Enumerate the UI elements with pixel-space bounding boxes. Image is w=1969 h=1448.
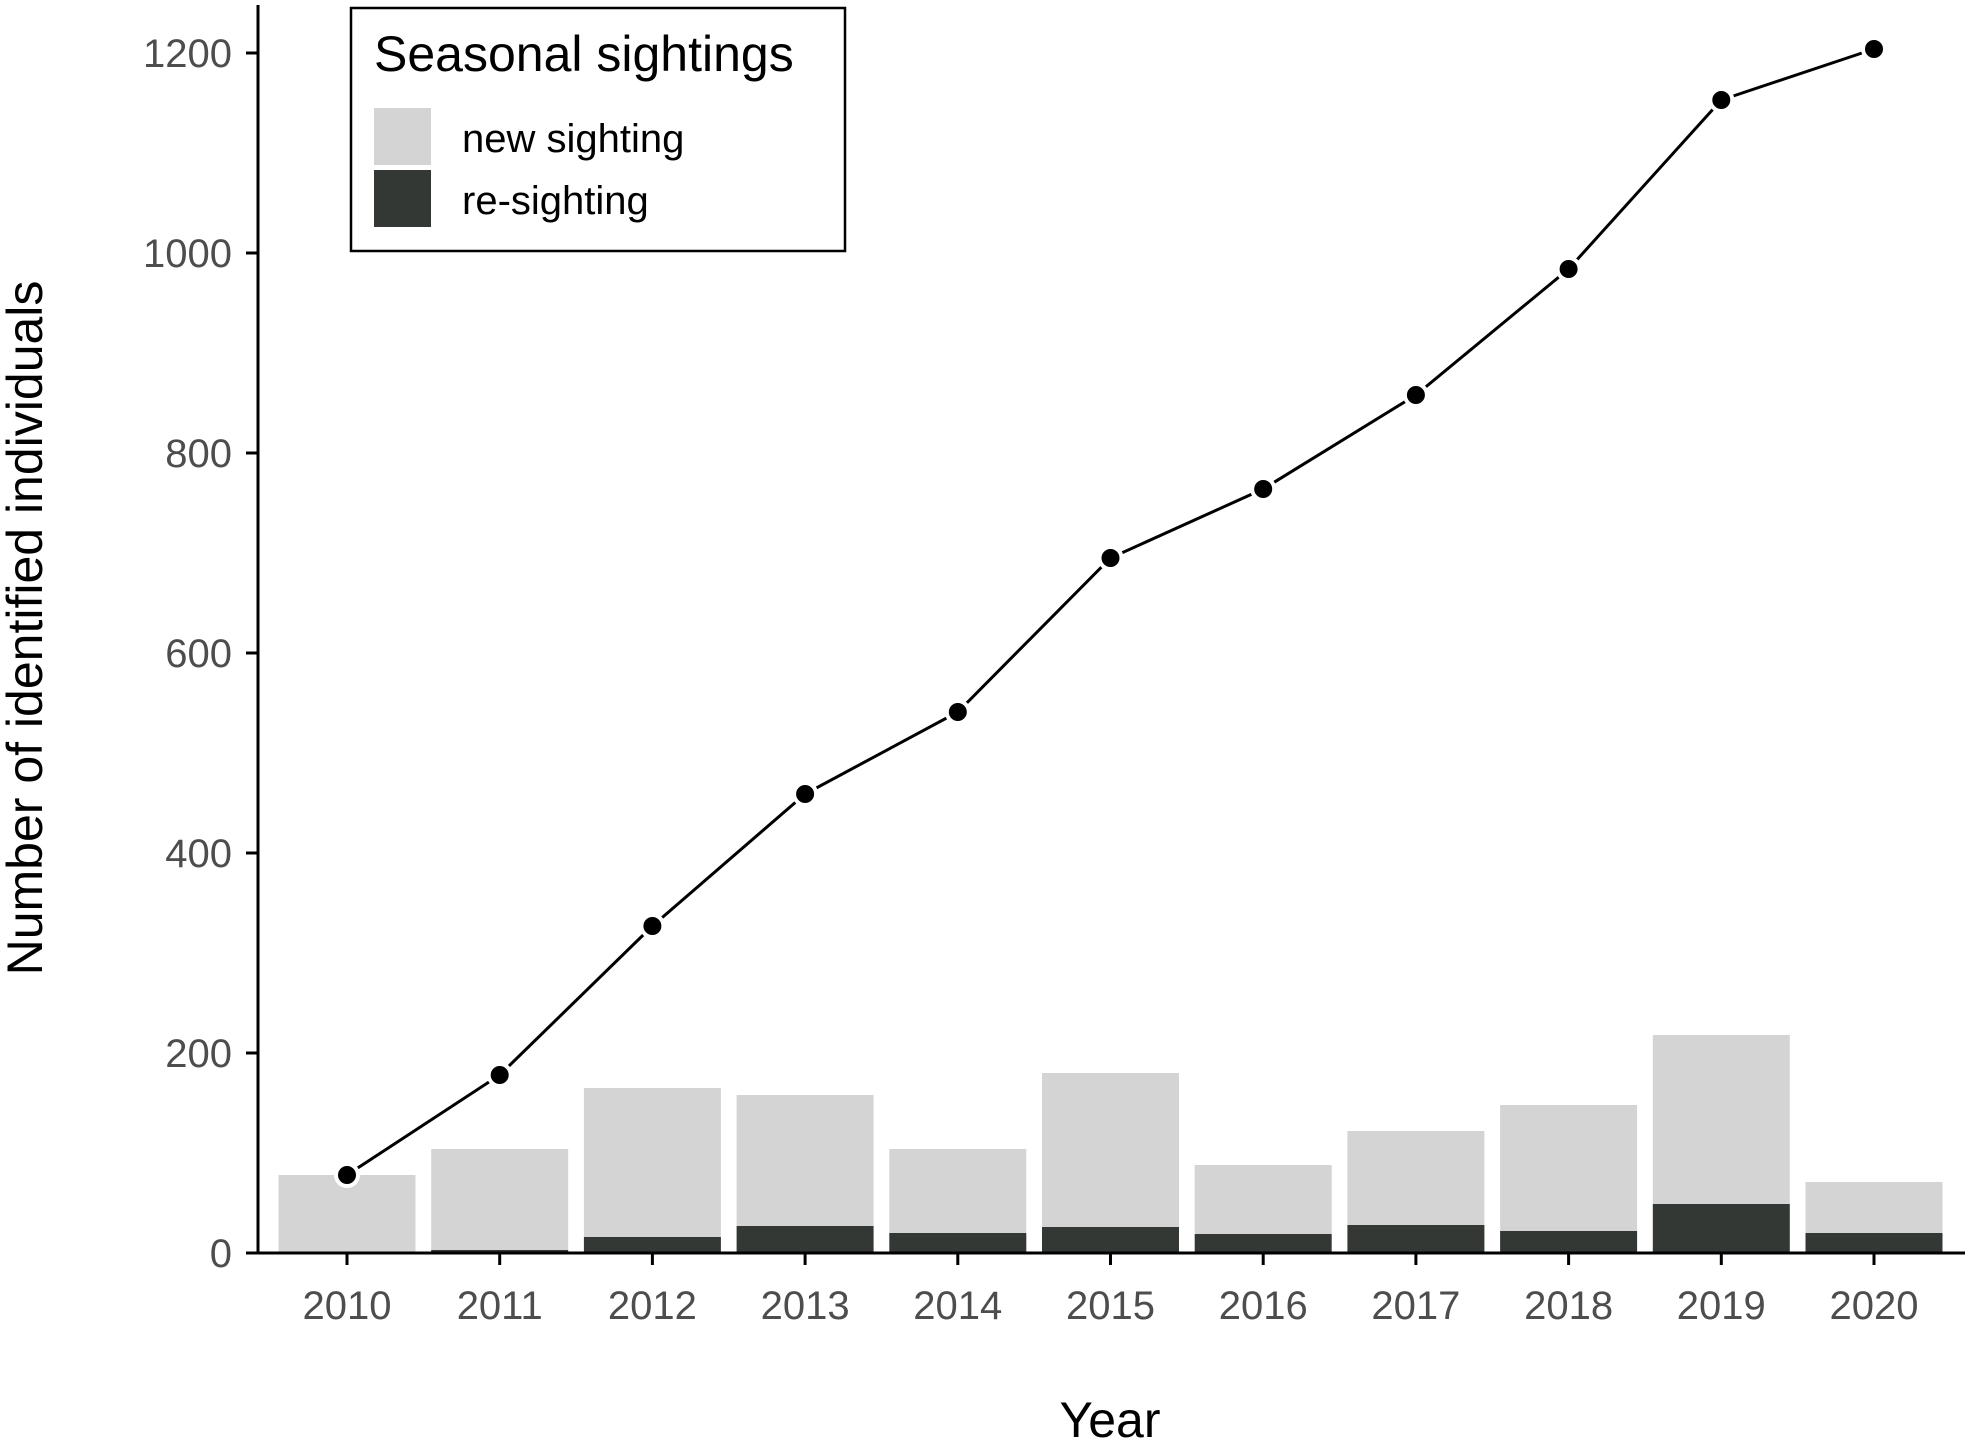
bar-new-sighting-2011 (431, 1149, 569, 1250)
y-tick-label-200: 200 (165, 1032, 232, 1076)
bar-re-sighting-2014 (889, 1233, 1027, 1253)
legend-label-re-sighting: re-sighting (462, 179, 649, 223)
legend-title: Seasonal sightings (374, 26, 794, 82)
line-point-2020 (1861, 36, 1887, 62)
legend-box (349, 6, 847, 253)
y-tick-label-600: 600 (165, 632, 232, 676)
line-point-2010 (334, 1162, 360, 1188)
bar-new-sighting-2018 (1500, 1105, 1638, 1231)
bar-new-sighting-2020 (1805, 1182, 1943, 1233)
x-tick-label-2019: 2019 (1677, 1284, 1766, 1328)
line-point-2017 (1402, 382, 1429, 408)
line-point-2012 (639, 913, 666, 939)
axes-layer: 0 200 400 600 800 1000 1200 2010 2011 2012 2013 201… (143, 5, 1965, 1328)
bar-re-sighting-2018 (1500, 1231, 1638, 1253)
x-tick-label-2014: 2014 (913, 1284, 1002, 1328)
line-point-2014 (944, 699, 971, 725)
bar-re-sighting-2020 (1805, 1233, 1943, 1253)
x-tick-label-2011: 2011 (457, 1284, 543, 1328)
x-tick-label-2020: 2020 (1830, 1284, 1919, 1328)
line-point-2016 (1250, 476, 1277, 502)
bar-re-sighting-2019 (1652, 1204, 1790, 1253)
bar-new-sighting-2012 (583, 1088, 721, 1237)
bar-re-sighting-2016 (1194, 1234, 1332, 1253)
x-axis-title: Year (1059, 1392, 1160, 1443)
bar-new-sighting-2014 (889, 1149, 1027, 1233)
y-tick-label-1200: 1200 (143, 32, 232, 76)
bar-new-sighting-2013 (736, 1095, 874, 1226)
bar-re-sighting-2015 (1042, 1227, 1179, 1253)
y-tick-label-1000: 1000 (143, 232, 232, 276)
y-tick-label-400: 400 (165, 832, 232, 876)
line-point-2018 (1555, 256, 1582, 282)
bars-layer (278, 1035, 1943, 1253)
legend-swatch-new-sighting (374, 108, 431, 165)
line-point-2013 (792, 781, 819, 807)
x-tick-label-2017: 2017 (1371, 1284, 1460, 1328)
line-layer (334, 36, 1887, 1188)
y-tick-label-800: 800 (165, 432, 232, 476)
legend-swatch-re-sighting (374, 170, 431, 227)
legend: Seasonal sightings new sighting re-sight… (349, 6, 847, 253)
bar-re-sighting-2013 (736, 1226, 874, 1253)
x-tick-label-2016: 2016 (1219, 1284, 1308, 1328)
x-tick-label-2015: 2015 (1066, 1284, 1155, 1328)
x-tick-label-2013: 2013 (761, 1284, 850, 1328)
bar-new-sighting-2019 (1652, 1035, 1790, 1204)
bar-new-sighting-2017 (1347, 1131, 1485, 1225)
x-tick-label-2018: 2018 (1524, 1284, 1613, 1328)
x-tick-label-2012: 2012 (608, 1284, 697, 1328)
bar-new-sighting-2015 (1042, 1073, 1179, 1227)
bar-new-sighting-2016 (1194, 1165, 1332, 1234)
bar-re-sighting-2017 (1347, 1225, 1485, 1253)
x-tick-label-2010: 2010 (303, 1284, 392, 1328)
line-point-2015 (1097, 545, 1124, 571)
line-point-2011 (486, 1062, 513, 1088)
bar-re-sighting-2012 (583, 1237, 721, 1253)
line-point-2019 (1708, 87, 1735, 113)
y-tick-label-0: 0 (210, 1232, 232, 1276)
legend-label-new-sighting: new sighting (462, 117, 684, 161)
y-axis-title: Number of identified individuals (0, 281, 53, 976)
